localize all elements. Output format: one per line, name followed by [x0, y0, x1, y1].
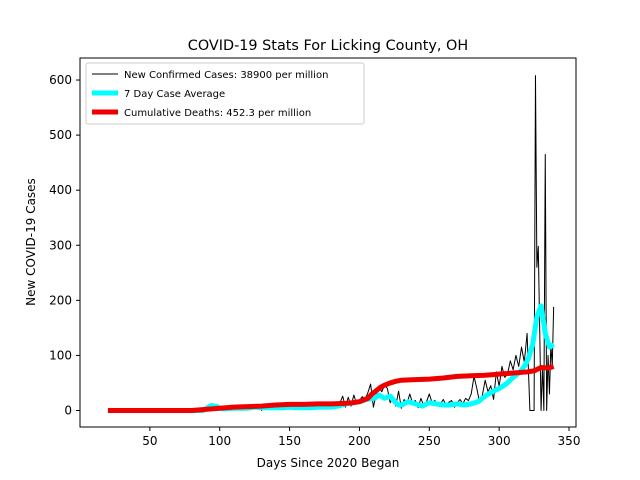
- x-tick-label: 100: [208, 434, 231, 448]
- y-axis-title: New COVID-19 Cases: [24, 178, 38, 306]
- y-tick-label: 0: [64, 403, 72, 417]
- y-axis: 0 100 200 300 400 500 600: [49, 73, 80, 417]
- x-tick-label: 50: [142, 434, 157, 448]
- x-tick-label: 200: [348, 434, 371, 448]
- x-tick-label: 350: [558, 434, 581, 448]
- y-tick-label: 200: [49, 293, 72, 307]
- y-tick-label: 400: [49, 183, 72, 197]
- x-tick-label: 250: [418, 434, 441, 448]
- legend-box: [85, 62, 365, 125]
- y-tick-label: 500: [49, 128, 72, 142]
- y-tick-label: 300: [49, 238, 72, 252]
- series-layer: [107, 75, 556, 413]
- series-cumulative-deaths: [107, 364, 555, 413]
- x-tick-label: 150: [278, 434, 301, 448]
- plot-frame: [79, 57, 577, 428]
- y-tick-label: 100: [49, 348, 72, 362]
- legend: New Confirmed Cases: 38900 per million 7…: [85, 62, 365, 125]
- legend-label-new-cases: New Confirmed Cases: 38900 per million: [124, 70, 328, 81]
- legend-label-cumulative-deaths: Cumulative Deaths: 452.3 per million: [124, 108, 311, 119]
- legend-label-7day-average: 7 Day Case Average: [124, 89, 225, 100]
- x-axis: 50 100 150 200 250 300 350: [142, 427, 580, 448]
- x-tick-label: 300: [488, 434, 511, 448]
- x-axis-title: Days Since 2020 Began: [257, 456, 400, 470]
- y-tick-label: 600: [49, 73, 72, 87]
- chart-title: COVID-19 Stats For Licking County, OH: [188, 38, 468, 54]
